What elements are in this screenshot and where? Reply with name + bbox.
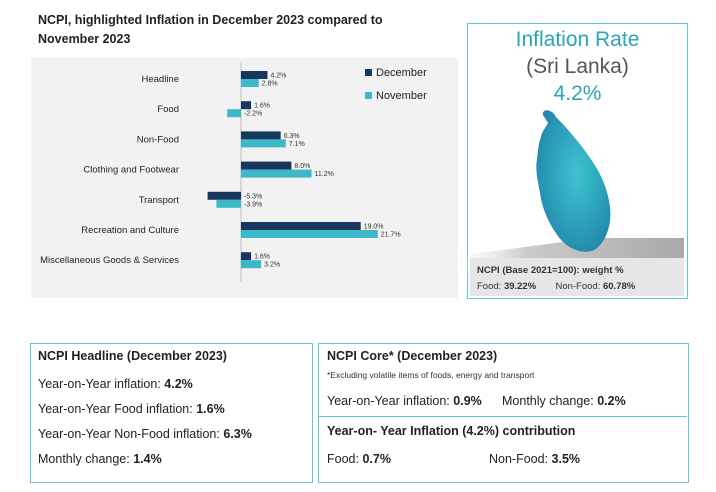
value-label-november-miscellaneous-goods-and-services: 3.2% — [264, 262, 280, 269]
headline-monthly-line: Monthly change: 1.4% — [38, 452, 162, 466]
bar-november-headline — [241, 79, 259, 87]
legend-swatch-december — [365, 69, 372, 76]
core-yoy-line: Year-on-Year inflation: 0.9% — [327, 394, 482, 408]
headline-yoy-line: Year-on-Year inflation: 4.2% — [38, 377, 193, 391]
category-label-clothing-and-footwear: Clothing and Footwear — [83, 165, 179, 176]
weight-values: Food: 39.22% Non-Food: 60.78% — [477, 281, 635, 292]
bar-december-clothing-and-footwear — [241, 161, 292, 170]
bar-chart: Headline 4.2%2.8%Food 1.6%-2.2%Non-Food 6.3… — [40, 62, 427, 282]
bar-december-recreation-and-culture — [241, 222, 361, 230]
inflation-rate-title: Inflation Rate — [515, 28, 640, 51]
core-monthly-value: 0.2% — [597, 394, 626, 408]
chart-title-line2: November 2023 — [38, 32, 131, 46]
headline-nonfood-line: Year-on-Year Non-Food inflation: 6.3% — [38, 427, 252, 441]
contribution-food-label: Food: — [327, 452, 359, 466]
bar-november-miscellaneous-goods-and-services — [241, 260, 262, 269]
bar-november-non-food — [241, 139, 286, 148]
bar-november-food — [227, 109, 241, 118]
sri-lanka-map-icon — [536, 110, 611, 252]
inflation-rate-value: 4.2% — [553, 82, 602, 105]
value-label-december-food: 1.6% — [254, 103, 270, 110]
contribution-nonfood-line: Non-Food: 3.5% — [489, 452, 580, 466]
category-label-headline: Headline — [142, 74, 180, 85]
headline-nonfood-value: 6.3% — [223, 427, 252, 441]
core-monthly-label: Monthly change: — [502, 394, 594, 408]
headline-box — [30, 343, 313, 483]
nonfood-weight-label: Non-Food: — [555, 281, 601, 292]
value-label-november-recreation-and-culture: 21.7% — [381, 232, 401, 239]
headline-food-line: Year-on-Year Food inflation: 1.6% — [38, 402, 225, 416]
chart-title: NCPI, highlighted Inflation in December … — [38, 11, 418, 49]
country-label: (Sri Lanka) — [526, 55, 629, 78]
value-label-december-recreation-and-culture: 19.0% — [364, 224, 384, 231]
food-weight-value: 39.22% — [503, 281, 537, 292]
contribution-title: Year-on- Year Inflation (4.2%) contribut… — [327, 424, 576, 438]
food-weight-label: Food: — [477, 281, 502, 292]
core-box-title: NCPI Core* (December 2023) — [327, 349, 498, 363]
headline-yoy-value: 4.2% — [164, 377, 193, 391]
value-label-december-clothing-and-footwear: 8.0% — [294, 163, 310, 170]
bar-december-transport — [207, 191, 241, 200]
headline-nonfood-label: Year-on-Year Non-Food inflation: — [38, 427, 220, 441]
headline-monthly-label: Monthly change: — [38, 452, 130, 466]
bar-november-clothing-and-footwear — [241, 169, 312, 178]
value-label-november-food: -2.2% — [244, 111, 262, 118]
category-label-food: Food — [157, 104, 179, 115]
core-yoy-label: Year-on-Year inflation: — [327, 394, 450, 408]
headline-food-label: Year-on-Year Food inflation: — [38, 402, 193, 416]
value-label-december-miscellaneous-goods-and-services: 1.6% — [254, 254, 270, 261]
base-label: NCPI (Base 2021=100): weight % — [477, 265, 624, 276]
core-box — [318, 343, 689, 483]
value-label-november-non-food: 7.1% — [289, 141, 305, 148]
bar-december-miscellaneous-goods-and-services — [241, 252, 252, 261]
category-label-miscellaneous-goods-and-services: Miscellaneous Goods & Services — [40, 255, 179, 266]
category-label-non-food: Non-Food — [137, 134, 179, 145]
category-label-transport: Transport — [139, 195, 180, 206]
value-label-november-clothing-and-footwear: 11.2% — [315, 171, 334, 178]
core-divider — [318, 416, 687, 417]
core-box-note: *Excluding volatile items of foods, ener… — [327, 370, 535, 380]
value-label-december-headline: 4.2% — [270, 73, 286, 80]
weight-panel — [470, 258, 684, 296]
contribution-food-value: 0.7% — [362, 452, 391, 466]
contribution-nonfood-value: 3.5% — [551, 452, 581, 466]
core-monthly-line: Monthly change: 0.2% — [502, 394, 626, 408]
headline-box-title: NCPI Headline (December 2023) — [38, 349, 227, 363]
headline-monthly-value: 1.4% — [133, 452, 162, 466]
value-label-november-transport: -3.9% — [244, 201, 262, 208]
bar-december-non-food — [241, 131, 281, 140]
legend-label-november: November — [376, 90, 427, 102]
bar-december-food — [241, 101, 252, 110]
legend-swatch-november — [365, 92, 372, 99]
legend-label-december: December — [376, 67, 427, 79]
nonfood-weight-value: 60.78% — [602, 281, 636, 292]
bar-november-transport — [216, 199, 241, 208]
headline-food-value: 1.6% — [196, 402, 225, 416]
core-yoy-value: 0.9% — [453, 394, 482, 408]
chart-title-line1: NCPI, highlighted Inflation in December … — [38, 13, 383, 27]
value-label-december-non-food: 6.3% — [284, 133, 300, 140]
value-label-december-transport: -5.3% — [244, 193, 262, 200]
headline-yoy-label: Year-on-Year inflation: — [38, 377, 161, 391]
contribution-nonfood-label: Non-Food: — [489, 452, 549, 466]
value-label-november-headline: 2.8% — [262, 81, 278, 88]
bar-december-headline — [241, 71, 268, 79]
bar-november-recreation-and-culture — [241, 230, 378, 238]
category-label-recreation-and-culture: Recreation and Culture — [81, 225, 179, 236]
contribution-food-line: Food: 0.7% — [327, 452, 391, 466]
